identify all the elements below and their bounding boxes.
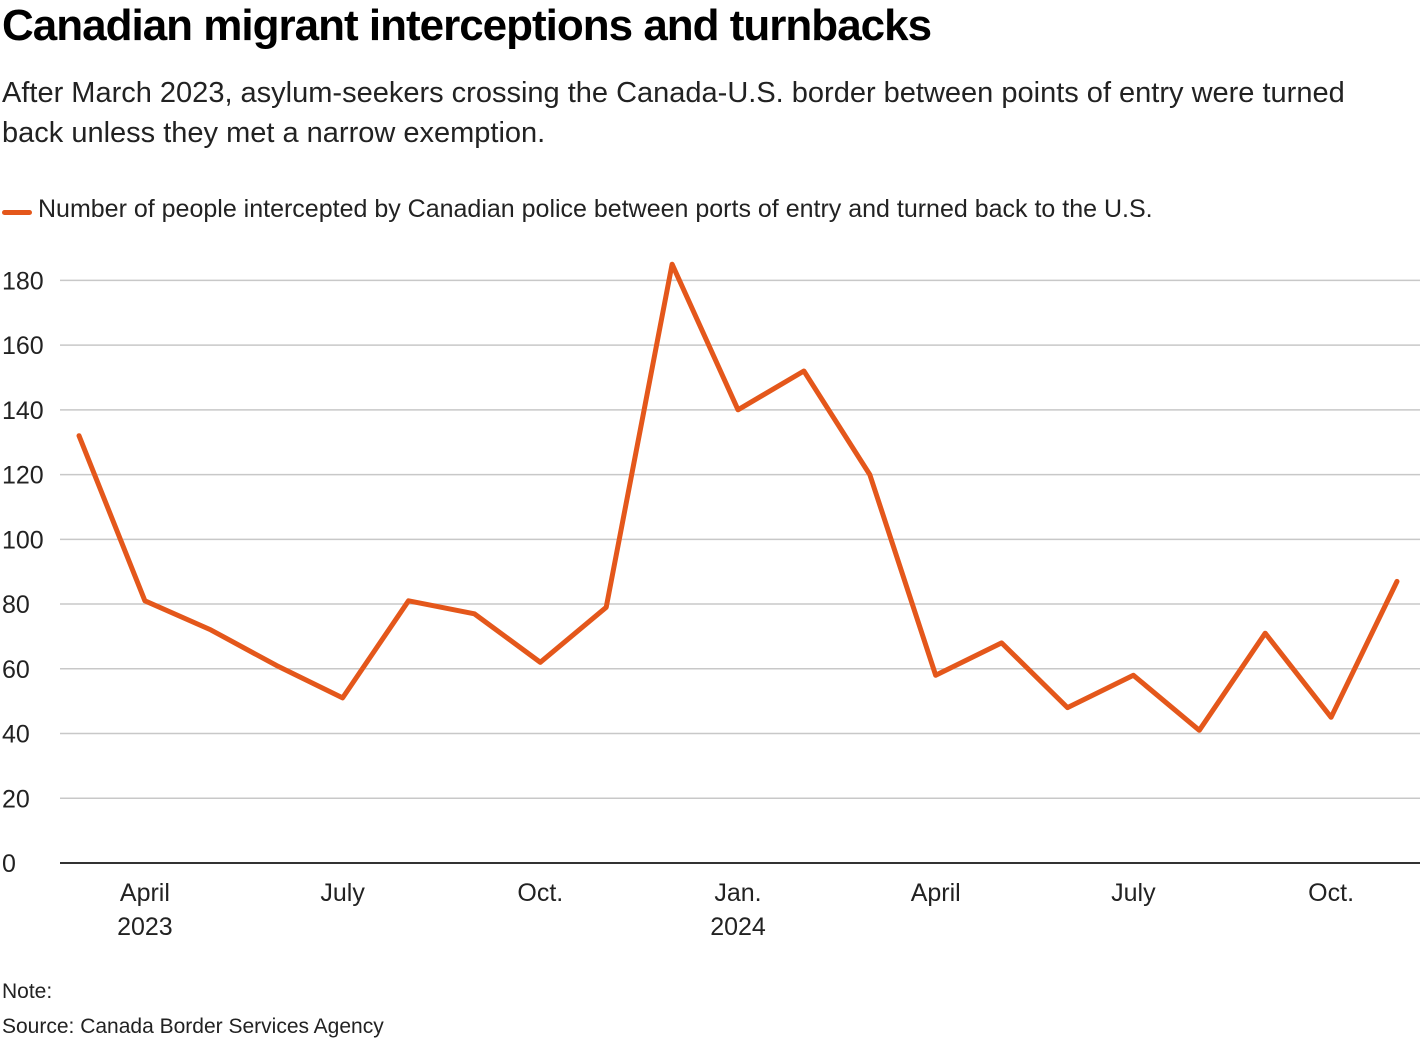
x-tick-label: April bbox=[120, 879, 170, 907]
chart-source: Source: Canada Border Services Agency bbox=[2, 1015, 384, 1038]
chart-subtitle: After March 2023, asylum-seekers crossin… bbox=[2, 77, 1345, 149]
y-tick-label: 40 bbox=[2, 721, 30, 749]
series-line bbox=[76, 261, 1400, 733]
chart-title: Canadian migrant interceptions and turnb… bbox=[2, 1, 932, 50]
x-tick-sublabel: 2023 bbox=[117, 913, 173, 941]
y-tick-label: 140 bbox=[2, 397, 44, 425]
x-tick-label: July bbox=[1111, 879, 1156, 907]
x-tick-label: Oct. bbox=[1308, 879, 1354, 907]
y-tick-label: 160 bbox=[2, 332, 44, 360]
y-tick-label: 20 bbox=[2, 785, 30, 813]
y-tick-label: 80 bbox=[2, 591, 30, 619]
y-axis-tick-labels: 0 20 40 60 80 100 120 140 160 180 bbox=[2, 267, 44, 878]
x-axis-tick-labels: April 2023 July Oct. Jan. 2024 April July Oct. bbox=[117, 879, 1354, 941]
chart-legend: Number of people intercepted by Canadian… bbox=[2, 194, 1153, 224]
legend-label: Number of people intercepted by Canadian… bbox=[38, 194, 1153, 223]
x-tick-sublabel: 2024 bbox=[710, 913, 766, 941]
x-tick-label: July bbox=[320, 879, 365, 907]
x-tick-label: April bbox=[911, 879, 961, 907]
x-tick-label: Oct. bbox=[517, 879, 563, 907]
y-tick-label: 120 bbox=[2, 462, 44, 490]
legend-swatch bbox=[2, 209, 32, 215]
y-tick-label: 60 bbox=[2, 656, 30, 684]
series-lines bbox=[76, 261, 1400, 733]
x-tick-label: Jan. bbox=[714, 879, 761, 907]
y-tick-label: 180 bbox=[2, 267, 44, 295]
grid-lines bbox=[60, 279, 1420, 864]
chart-note: Note: bbox=[2, 980, 53, 1003]
y-tick-label: 0 bbox=[2, 850, 16, 878]
y-tick-label: 100 bbox=[2, 526, 44, 554]
line-chart: 0 20 40 60 80 100 120 140 160 180 April 2023 July Oc… bbox=[2, 261, 1420, 941]
